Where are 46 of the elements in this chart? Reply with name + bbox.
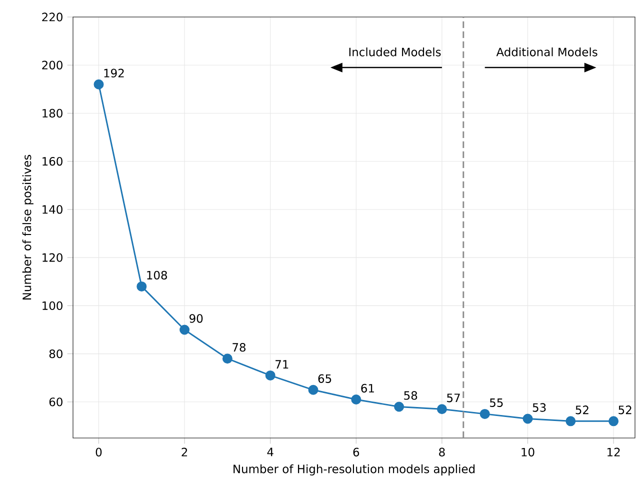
data-label: 52 xyxy=(576,406,588,414)
y-tick-label: 180 xyxy=(42,108,62,118)
point xyxy=(522,414,533,424)
y-tick-label: 140 xyxy=(42,205,62,214)
x-tick-label: 12 xyxy=(608,448,620,456)
y-tick-label: 160 xyxy=(42,157,62,166)
point xyxy=(394,402,404,412)
point xyxy=(566,416,576,426)
point xyxy=(308,384,318,395)
y-tick-label: 100 xyxy=(42,301,62,310)
y-tick-label: 220 xyxy=(42,12,62,22)
x-tick-label: 0 xyxy=(96,448,102,456)
x-tick-label: 10 xyxy=(522,448,534,456)
data-label: 71 xyxy=(276,360,288,369)
point xyxy=(222,354,232,364)
x-tick-label: 4 xyxy=(267,448,274,456)
point xyxy=(436,404,447,414)
y-axis-title: Number of false positives xyxy=(22,154,34,300)
x-axis-title: Number of High-resolution models applied xyxy=(234,464,475,476)
point xyxy=(480,408,490,419)
data-label: 108 xyxy=(147,270,167,280)
annotation: Included Models xyxy=(349,47,441,56)
point xyxy=(94,79,104,90)
data-label: 192 xyxy=(104,68,124,78)
y-tick-label: 60 xyxy=(49,398,62,406)
point xyxy=(180,324,190,335)
y-tick-label: 80 xyxy=(49,349,62,358)
data-label: 78 xyxy=(232,343,246,352)
annotation: Additional Models xyxy=(496,47,598,56)
point xyxy=(265,370,276,380)
x-tick-label: 6 xyxy=(353,448,360,456)
data-label: 90 xyxy=(190,314,203,323)
y-tick-label: 120 xyxy=(42,253,62,262)
data-label: 65 xyxy=(318,374,332,383)
y-tick-label: 200 xyxy=(42,60,62,70)
data-label: 57 xyxy=(447,394,460,402)
point xyxy=(608,416,619,426)
x-tick-label: 8 xyxy=(439,448,445,456)
point xyxy=(136,281,147,292)
data-label: 61 xyxy=(361,384,374,393)
point xyxy=(351,394,362,405)
data-label: 53 xyxy=(532,403,546,412)
data-label: 58 xyxy=(404,391,418,400)
x-tick-label: 2 xyxy=(182,448,188,456)
data-label: 52 xyxy=(618,406,632,414)
data-label: 55 xyxy=(490,398,503,408)
